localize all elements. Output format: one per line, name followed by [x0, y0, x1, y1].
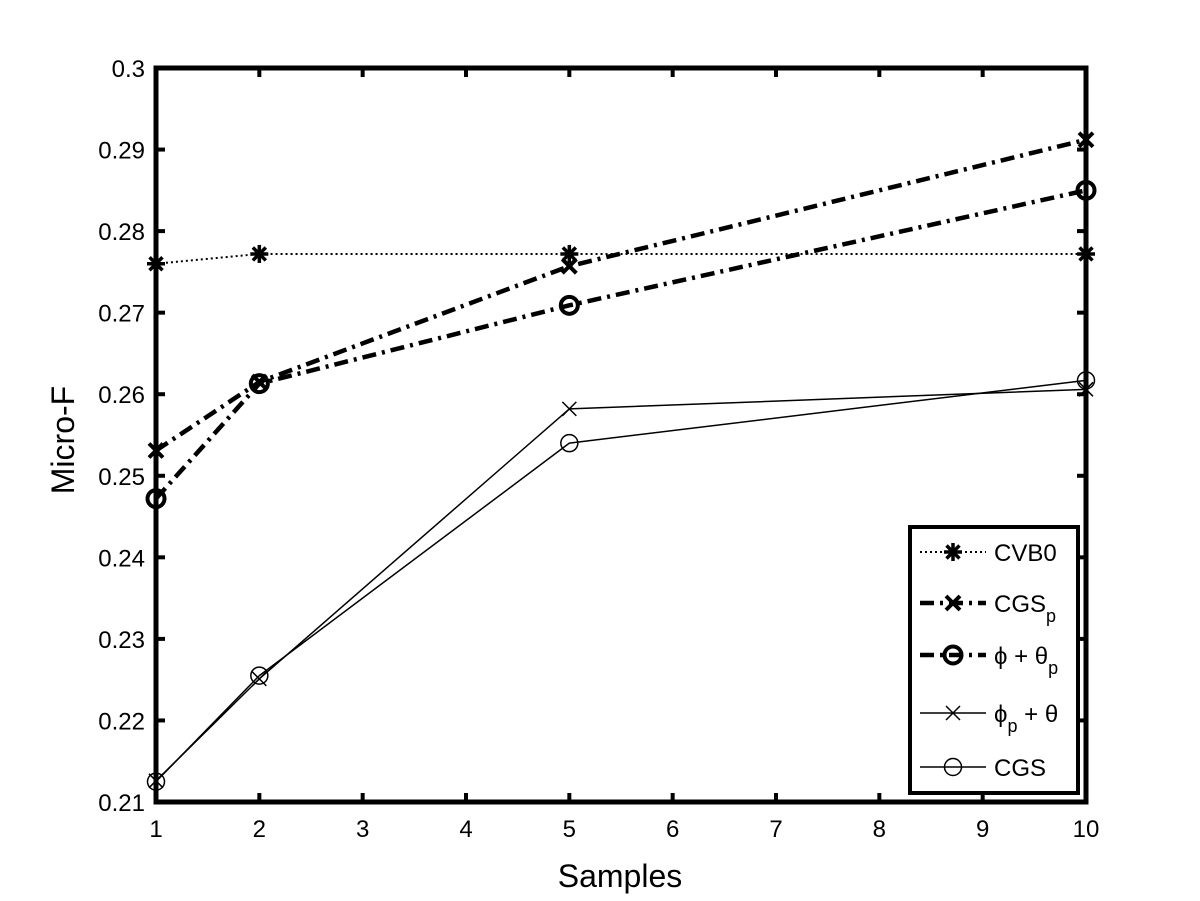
plot-frame — [153, 65, 1089, 805]
x-tick-label: 3 — [356, 816, 369, 843]
x-tick-label: 5 — [563, 816, 576, 843]
series-layer — [145, 131, 1097, 791]
y-tick-label: 0.24 — [98, 545, 145, 572]
series-line-2 — [154, 188, 1087, 501]
x-tick-label: 9 — [976, 816, 989, 843]
series-line-4 — [155, 379, 1087, 783]
legend-label-4: CGS — [994, 755, 1046, 782]
data-point-series-4 — [560, 433, 579, 453]
series-line-3 — [155, 388, 1087, 782]
x-tick-label: 10 — [1073, 816, 1100, 843]
legend-label-3: ϕp + θ — [994, 701, 1058, 736]
y-axis-label: Micro-F — [45, 386, 81, 494]
legend-box — [908, 525, 1080, 795]
data-point-series-4 — [250, 666, 269, 685]
data-point-series-0 — [250, 244, 269, 263]
y-tick-label: 0.21 — [98, 790, 145, 817]
legend-label-0: CVB0 — [994, 540, 1057, 567]
y-tick-label: 0.27 — [98, 301, 145, 328]
x-axis-label: Samples — [558, 858, 683, 894]
data-point-series-0 — [560, 244, 579, 263]
data-point-series-1 — [560, 257, 578, 275]
x-tick-label: 4 — [459, 816, 472, 843]
series-line-1 — [154, 137, 1087, 453]
y-tick-label: 0.3 — [112, 56, 145, 83]
legend-marker-3 — [945, 705, 961, 721]
y-tick-label: 0.25 — [98, 464, 145, 491]
x-tick-label: 8 — [873, 816, 886, 843]
x-tick-label: 6 — [666, 816, 679, 843]
x-tick-label: 2 — [253, 816, 266, 843]
y-tick-label: 0.29 — [98, 138, 145, 165]
legend-marker-2 — [942, 644, 964, 666]
data-point-series-3 — [561, 401, 577, 417]
data-point-series-2 — [248, 373, 270, 395]
legend-marker-1 — [944, 594, 962, 612]
legend-marker-4 — [943, 757, 963, 777]
y-tick-label: 0.23 — [98, 627, 145, 654]
legend-label-1: CGSp — [994, 591, 1056, 626]
legend-label-2: ϕ + θp — [994, 643, 1058, 678]
y-tick-label: 0.28 — [98, 219, 145, 246]
legend: CVB0 CGSp ϕ + θp ϕp + θ CGS — [908, 525, 1080, 795]
y-tick-label: 0.22 — [98, 708, 145, 735]
data-point-series-2 — [558, 294, 580, 316]
series-line-0 — [155, 252, 1086, 265]
x-tick-label: 7 — [769, 816, 782, 843]
legend-marker-0 — [944, 543, 962, 561]
ticks-layer: 1 2 3 4 5 6 7 8 9 10 0.21 0.22 0.23 0.24 0.25 0.26 0.27 0… — [98, 56, 1099, 843]
y-tick-label: 0.26 — [98, 382, 145, 409]
x-tick-label: 1 — [149, 816, 162, 843]
